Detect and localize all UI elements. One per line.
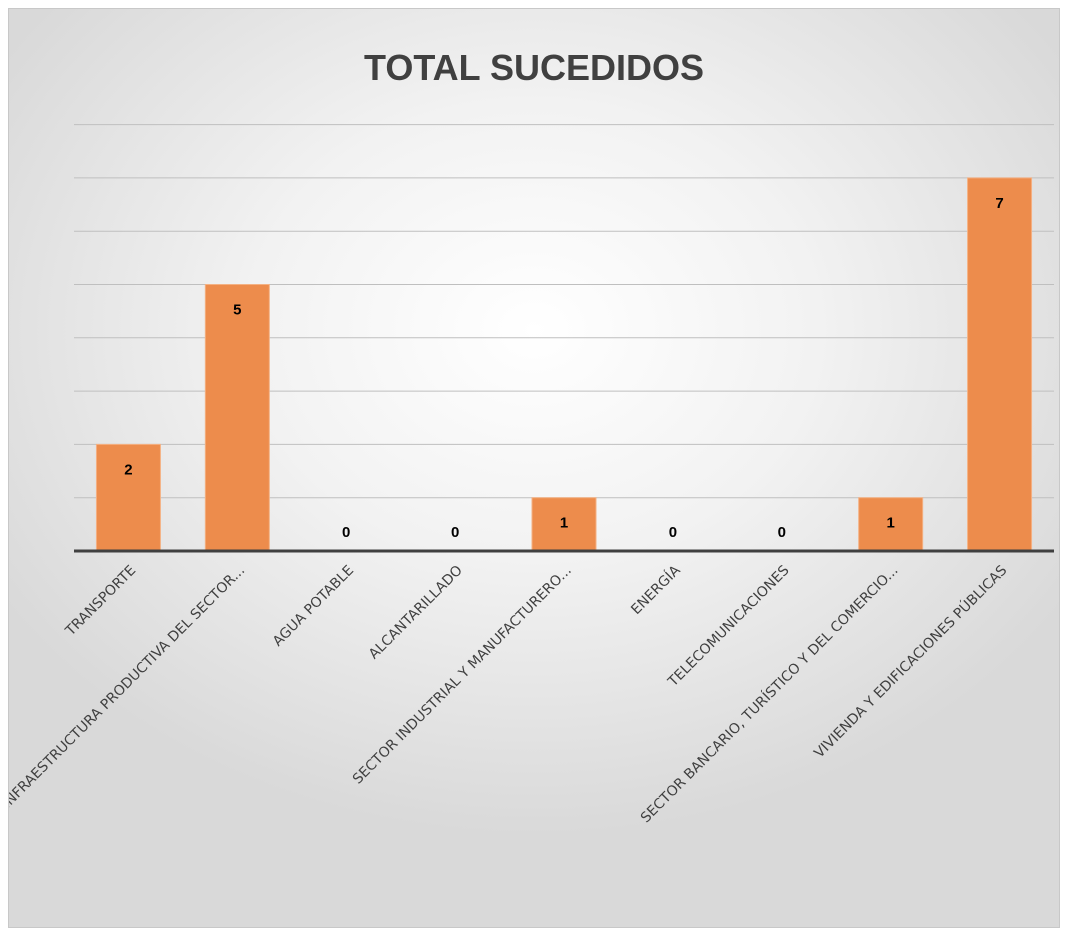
x-tick-label: SECTOR INDUSTRIAL Y MANUFACTURERO... [350,563,575,788]
x-tick-label: TELECOMUNICACIONES [665,562,793,690]
data-label: 1 [560,515,568,532]
chart-frame: TOTAL SUCEDIDOS 2 5 0 0 1 0 0 1 7 TRANSPORTE INFR… [8,8,1060,928]
x-tick-label: INFRAESTRUCTURA PRODUCTIVA DEL SECTOR... [9,563,248,812]
data-label: 2 [124,461,132,478]
data-label: 0 [778,524,786,541]
x-tick-label: AGUA POTABLE [270,563,357,650]
chart-title: TOTAL SUCEDIDOS [363,47,705,88]
bars [95,177,1033,552]
data-label: 0 [451,524,459,541]
data-label: 1 [886,515,894,532]
bar [204,284,270,552]
x-tick-label: ENERGÍA [628,562,684,618]
data-label: 7 [995,195,1003,212]
bar [858,497,924,552]
x-tick-label: TRANSPORTE [62,563,139,640]
data-label: 0 [342,524,350,541]
x-tick-label: SECTOR BANCARIO, TURÍSTICO Y DEL COMERCI… [637,562,901,826]
bar [95,443,161,552]
x-tick-label: ALCANTARILLADO [366,563,466,663]
bar [531,497,597,552]
data-labels: 2 5 0 0 1 0 0 1 7 [124,195,1003,541]
data-label: 0 [669,524,677,541]
bar [967,177,1033,552]
x-tick-label: VIVIENDA Y EDIFICACIONES PÚBLICAS [810,561,1010,761]
data-label: 5 [233,302,241,319]
